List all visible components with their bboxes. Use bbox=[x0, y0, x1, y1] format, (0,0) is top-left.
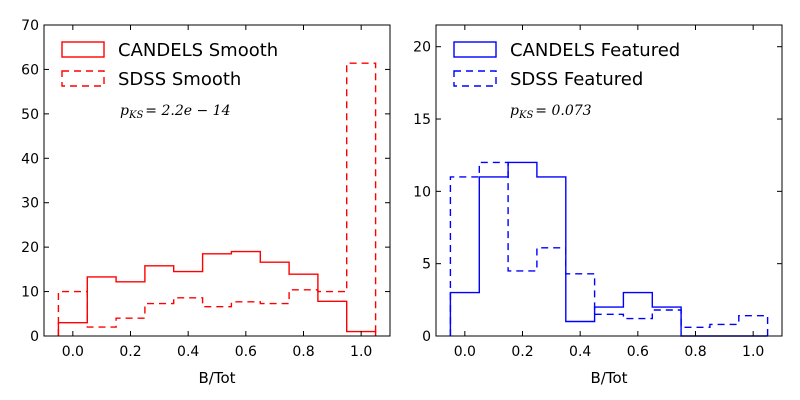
x-tick-label: 1.0 bbox=[742, 344, 764, 360]
x-tick-label: 0.2 bbox=[511, 344, 533, 360]
y-tick-label: 70 bbox=[21, 18, 39, 34]
histogram-series-candels-featured bbox=[449, 161, 768, 337]
legend-label-sdss-smooth: SDSS Smooth bbox=[118, 69, 241, 90]
y-tick-label: 10 bbox=[413, 184, 431, 200]
legend-label-candels-smooth: CANDELS Smooth bbox=[118, 40, 278, 61]
x-tick-label: 1.0 bbox=[350, 344, 372, 360]
legend-swatch-candels-featured bbox=[453, 41, 497, 58]
x-tick-label: 0.8 bbox=[292, 344, 314, 360]
y-tick-label: 60 bbox=[21, 62, 39, 78]
histogram-series-candels-smooth bbox=[57, 250, 377, 336]
y-tick-label: 10 bbox=[21, 285, 39, 301]
histogram-marks bbox=[449, 161, 769, 337]
x-tick-label: 0.0 bbox=[62, 344, 84, 360]
legend-swatch-sdss-featured bbox=[453, 70, 497, 87]
x-tick-label: 0.4 bbox=[177, 344, 199, 360]
x-tick-label: 0.6 bbox=[235, 344, 257, 360]
x-tick-label: 0.4 bbox=[569, 344, 591, 360]
ks-annotation: pKS = 0.073 bbox=[510, 103, 592, 121]
chart-panel-right: 0.0 0.2 0.4 0.6 0.8 1.0 0 5 10 15 20 B/Tot CANDEL… bbox=[413, 24, 783, 387]
x-tick-label: 0.6 bbox=[627, 344, 649, 360]
chart-panel-left: 0.0 0.2 0.4 0.6 0.8 1.0 0 10 20 30 40 50 60 70 B/Tot… bbox=[21, 18, 391, 387]
x-axis-label: B/Tot bbox=[198, 369, 235, 387]
y-axis-ticks: 0 10 20 30 40 50 60 70 bbox=[21, 18, 390, 345]
legend-label-sdss-featured: SDSS Featured bbox=[510, 69, 643, 90]
y-tick-label: 30 bbox=[21, 196, 39, 212]
x-axis-label: B/Tot bbox=[590, 369, 627, 387]
legend-swatch-candels-smooth bbox=[61, 41, 105, 58]
x-tick-label: 0.0 bbox=[454, 344, 476, 360]
y-tick-label: 0 bbox=[422, 329, 431, 345]
histogram-marks bbox=[57, 62, 377, 336]
plot-area bbox=[436, 25, 782, 336]
x-axis-ticks: 0.0 0.2 0.4 0.6 0.8 1.0 bbox=[454, 25, 764, 360]
axes-frame bbox=[435, 24, 783, 337]
histogram-series-sdss-featured bbox=[449, 161, 769, 336]
legend-swatch-sdss-smooth bbox=[61, 70, 105, 87]
y-tick-label: 40 bbox=[21, 151, 39, 167]
y-tick-label: 20 bbox=[21, 240, 39, 256]
histogram-series-sdss-smooth bbox=[57, 62, 377, 336]
x-tick-label: 0.2 bbox=[119, 344, 141, 360]
plot-area bbox=[44, 25, 390, 336]
x-tick-label: 0.8 bbox=[684, 344, 706, 360]
y-tick-label: 15 bbox=[413, 112, 431, 128]
y-axis-ticks: 0 5 10 15 20 bbox=[413, 40, 782, 345]
y-tick-label: 5 bbox=[422, 257, 431, 273]
x-axis-ticks: 0.0 0.2 0.4 0.6 0.8 1.0 bbox=[62, 25, 372, 360]
y-tick-label: 50 bbox=[21, 107, 39, 123]
y-tick-label: 20 bbox=[413, 40, 431, 56]
ks-annotation: pKS = 2.2e − 14 bbox=[120, 103, 230, 121]
y-tick-label: 0 bbox=[30, 329, 39, 345]
legend: CANDELS Smooth SDSS Smooth bbox=[61, 40, 278, 90]
legend: CANDELS Featured SDSS Featured bbox=[453, 40, 680, 90]
legend-label-candels-featured: CANDELS Featured bbox=[510, 40, 680, 61]
axes-frame bbox=[43, 24, 391, 337]
